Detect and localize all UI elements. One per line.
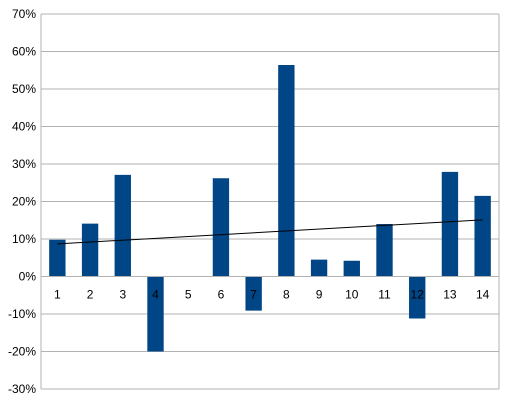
trend-line [57,219,483,245]
y-tick-label: -10% [8,307,36,321]
bar-9 [310,259,328,277]
bar-6 [212,178,230,277]
y-tick-label: 50% [12,82,36,96]
y-tick-label: -20% [8,345,36,359]
bar-2 [81,223,99,277]
bar-8 [278,65,295,277]
y-tick-label: 0% [19,270,37,284]
bar-10 [343,260,360,277]
x-axis-tick-labels: 1 2 3 4 5 6 7 8 9 10 11 12 13 14 [54,288,490,302]
y-tick-label: 30% [12,157,36,171]
y-tick-label: 10% [12,232,36,246]
y-tick-label: 60% [12,45,36,59]
x-tick-label: 11 [378,288,391,302]
bar-7 [245,276,262,311]
x-tick-label: 6 [218,288,225,302]
y-axis-tick-labels: -30% -20% -10% 0% 10% 20% 30% 40% 50% 60% 70% [8,7,36,396]
y-tick-label: 70% [12,7,36,21]
x-tick-label: 4 [152,288,159,302]
bar-1 [49,239,66,277]
x-tick-label: 3 [119,288,126,302]
bar-4 [147,276,164,352]
bar-13 [441,171,459,277]
x-tick-label: 5 [185,288,192,302]
bars [49,65,491,352]
x-tick-label: 10 [345,288,359,302]
bar-14 [474,195,491,277]
bar-3 [114,174,131,277]
y-tick-label: 20% [12,195,36,209]
x-tick-label: 8 [283,288,290,302]
x-tick-label: 2 [87,288,94,302]
gridlines [40,13,500,390]
x-tick-label: 1 [54,288,61,302]
bar-12 [409,276,426,319]
x-tick-label: 13 [443,288,457,302]
y-tick-label: 40% [12,120,36,134]
x-tick-label: 7 [250,288,257,302]
bar-11 [376,224,393,277]
y-tick-label: -30% [8,382,36,396]
x-tick-label: 14 [476,288,490,302]
x-tick-label: 9 [316,288,323,302]
x-tick-label: 12 [411,288,425,302]
